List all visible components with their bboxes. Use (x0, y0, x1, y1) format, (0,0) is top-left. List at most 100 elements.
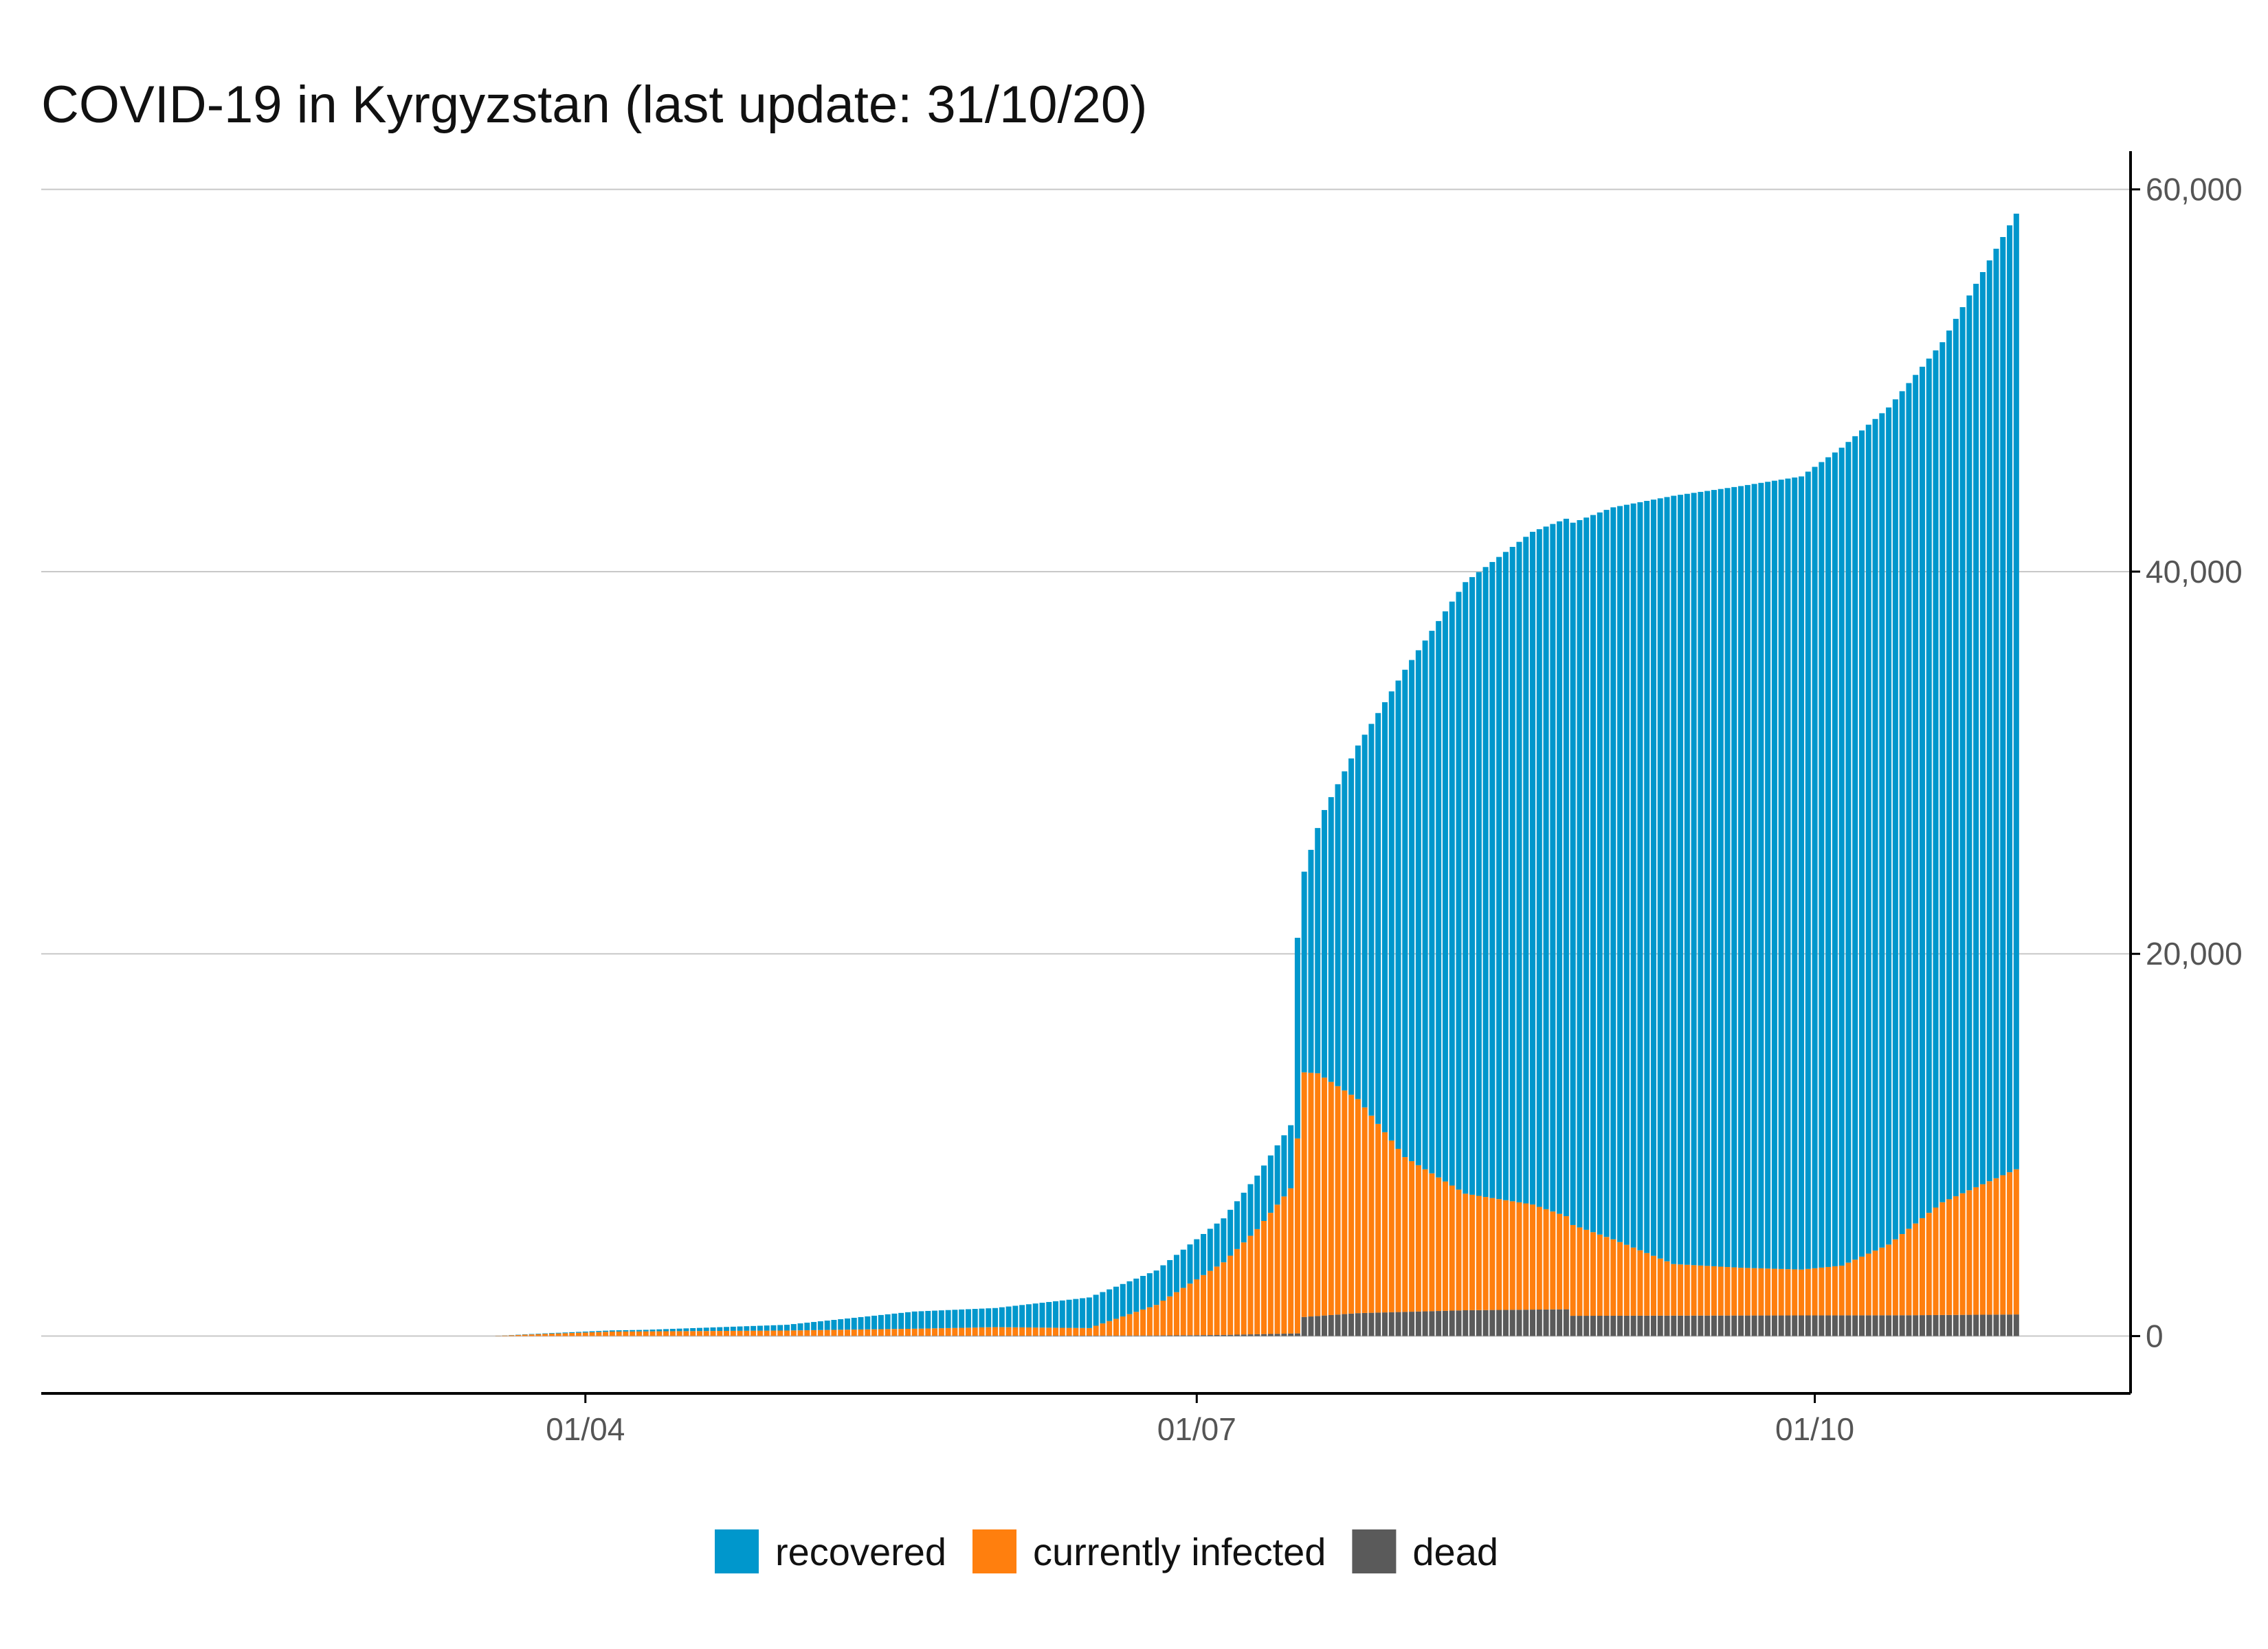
bar-dead (1536, 1309, 1542, 1336)
bar-dead (1543, 1309, 1549, 1336)
bar-currently-infected (817, 1330, 823, 1336)
bar-currently-infected (999, 1327, 1005, 1336)
bar-recovered (1335, 784, 1341, 1086)
bar-currently-infected (535, 1334, 542, 1336)
bar-dead (1724, 1315, 1731, 1336)
bar-currently-infected (1113, 1319, 1119, 1336)
bar-recovered (1167, 1259, 1173, 1297)
bar-dead (1939, 1314, 1946, 1336)
bar-dead (1832, 1315, 1838, 1336)
bar-currently-infected (1583, 1229, 1590, 1316)
bar-recovered (1409, 660, 1415, 1161)
bar-recovered (744, 1326, 750, 1331)
bar-currently-infected (1603, 1237, 1610, 1316)
bar-recovered (1328, 797, 1334, 1082)
bar-recovered (1059, 1300, 1065, 1328)
bar-dead (1597, 1316, 1603, 1336)
bar-recovered (770, 1325, 777, 1331)
bar-currently-infected (1140, 1309, 1146, 1336)
bar-recovered (1381, 702, 1388, 1132)
recovered-swatch (715, 1529, 759, 1573)
bar-currently-infected (831, 1330, 837, 1336)
bar-dead (1361, 1312, 1368, 1336)
bar-currently-infected (1261, 1221, 1267, 1334)
bar-recovered (1180, 1249, 1186, 1288)
bar-dead (1933, 1314, 1939, 1336)
bar-recovered (1436, 620, 1442, 1178)
bar-recovered (1785, 478, 1791, 1270)
bar-currently-infected (1429, 1173, 1435, 1312)
bar-recovered (972, 1309, 978, 1328)
bar-currently-infected (1053, 1327, 1059, 1336)
bar-recovered (1859, 430, 1865, 1257)
bar-recovered (1805, 471, 1811, 1269)
bar-recovered (1563, 518, 1569, 1217)
bar-recovered (1241, 1192, 1247, 1243)
bar-recovered (1691, 493, 1697, 1266)
bar-dead (1214, 1334, 1220, 1336)
bar-dead (1261, 1334, 1267, 1336)
bar-dead (1194, 1335, 1200, 1336)
bar-currently-infected (1953, 1196, 1959, 1315)
bar-currently-infected (1046, 1327, 1052, 1336)
bar-currently-infected (676, 1331, 682, 1336)
bar-currently-infected (1771, 1268, 1777, 1316)
y-tick-label: 20,000 (2146, 936, 2243, 972)
bar-recovered (1153, 1270, 1159, 1305)
y-tick-label: 40,000 (2146, 554, 2243, 590)
bar-currently-infected (1482, 1197, 1489, 1310)
bar-recovered (1361, 734, 1368, 1108)
bar-currently-infected (904, 1328, 911, 1336)
bar-dead (1436, 1311, 1442, 1336)
bar-dead (1247, 1334, 1254, 1336)
bar-currently-infected (824, 1330, 830, 1336)
bar-currently-infected (1617, 1242, 1623, 1316)
bar-dead (1603, 1315, 1610, 1336)
bar-recovered (1322, 809, 1328, 1078)
bar-dead (2013, 1314, 2019, 1336)
bar-recovered (1207, 1229, 1213, 1271)
bar-currently-infected (891, 1329, 898, 1336)
bar-currently-infected (2000, 1175, 2006, 1315)
bar-dead (1395, 1312, 1401, 1336)
bar-currently-infected (1825, 1266, 1832, 1316)
bar-dead (1368, 1312, 1375, 1336)
bar-dead (1738, 1315, 1744, 1336)
bar-recovered (1126, 1281, 1133, 1314)
bar-currently-infected (1247, 1235, 1254, 1335)
bar-currently-infected (1355, 1099, 1361, 1314)
bar-currently-infected (548, 1334, 555, 1336)
bar-recovered (2007, 225, 2013, 1173)
bar-recovered (932, 1310, 938, 1329)
bar-dead (1913, 1315, 1919, 1336)
bar-currently-infected (1395, 1148, 1401, 1312)
bar-currently-infected (1899, 1234, 1905, 1316)
bar-currently-infected (1906, 1229, 1912, 1316)
bar-recovered (676, 1328, 682, 1332)
bar-currently-infected (1691, 1265, 1697, 1316)
bar-currently-infected (1892, 1239, 1898, 1316)
bar-dead (1872, 1315, 1878, 1336)
bar-recovered (1456, 592, 1462, 1190)
bar-recovered (683, 1328, 689, 1332)
bar-dead (1557, 1309, 1563, 1336)
bar-currently-infected (1550, 1211, 1556, 1310)
bar-dead (1570, 1316, 1576, 1336)
bar-dead (1744, 1315, 1750, 1336)
bar-currently-infected (1913, 1223, 1919, 1316)
bar-recovered (1799, 476, 1805, 1270)
bar-currently-infected (1160, 1301, 1166, 1336)
bar-recovered (1066, 1299, 1072, 1328)
bar-dead (1530, 1310, 1536, 1336)
bar-currently-infected (575, 1332, 582, 1336)
bar-currently-infected (1623, 1244, 1630, 1316)
bar-currently-infected (1059, 1327, 1065, 1336)
bar-dead (1476, 1310, 1482, 1336)
bar-dead (1388, 1312, 1394, 1336)
bar-recovered (649, 1330, 656, 1332)
bar-currently-infected (1879, 1247, 1885, 1316)
bar-currently-infected (811, 1330, 817, 1336)
bar-recovered (1758, 482, 1764, 1268)
bar-dead (1771, 1315, 1777, 1336)
bar-recovered (1993, 248, 1999, 1178)
